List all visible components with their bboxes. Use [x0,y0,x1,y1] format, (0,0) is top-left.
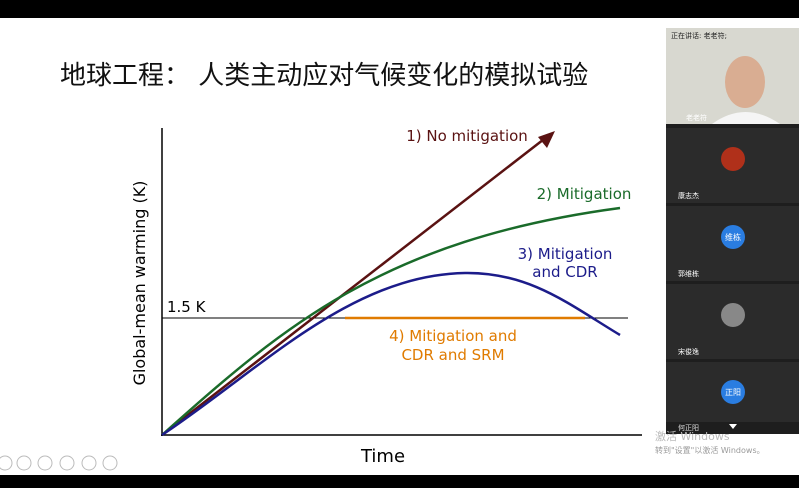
curve-label: 2) Mitigation [537,185,632,203]
participant-name: 郭维栋 [678,269,699,278]
slide-controls [0,455,118,471]
threshold-label: 1.5 K [167,298,207,316]
curve-no-mitigation [161,135,549,436]
control-button[interactable] [37,455,53,471]
x-axis-label: Time [360,446,405,467]
y-axis-label: Global-mean warming (K) [130,181,149,386]
curve-label: and CDR [532,263,597,281]
control-button[interactable] [81,455,97,471]
slide [0,18,799,475]
control-button[interactable] [102,455,118,471]
control-button[interactable] [16,455,32,471]
curve-label: 4) Mitigation and [389,327,517,345]
speaking-label: 正在讲话: 老老符; [671,31,727,40]
scroll-arrow[interactable] [729,424,737,429]
speaker-face [725,56,765,108]
arrow-head [538,131,555,148]
participant-avatar [721,380,745,404]
avatar-text: 正阳 [725,388,741,397]
curve-label: CDR and SRM [401,346,504,364]
participant-panel: 正在讲话: 老老符; 老老符 康志杰 维栋 郭维栋 宋俊逸 正阳 何正阳 [666,28,799,434]
avatar-text: 维栋 [725,232,741,242]
control-button[interactable] [59,455,75,471]
participant-name: 老老符 [686,113,707,122]
chart: 1.5 K Time Global-mean warming (K) 1) No… [130,127,642,467]
curve-mitigation [161,206,621,436]
watermark: 转到"设置"以激活 Windows。 [655,445,765,455]
participant-name: 宋俊逸 [678,347,699,356]
curve-label: 3) Mitigation [518,245,613,263]
participant-name: 康志杰 [678,191,699,200]
speaker-shirt [712,112,780,124]
slide-title: 地球工程： 人类主动应对气候变化的模拟试验 [60,61,588,91]
control-button[interactable] [0,455,13,471]
curve-label: 1) No mitigation [406,127,528,145]
participant-name: 何正阳 [678,423,699,432]
participant-avatar [721,303,745,327]
participant-avatar [721,225,745,249]
participant-avatar [721,147,745,171]
watermark: 激活 Windows [655,429,730,443]
curve-cdr [161,271,621,437]
